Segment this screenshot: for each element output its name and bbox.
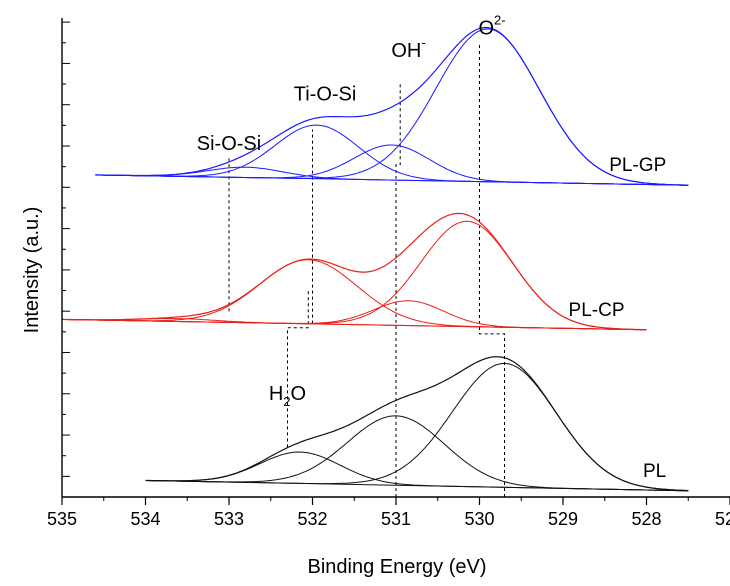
x-tick-label: 534 — [130, 509, 160, 529]
annotation-si-o-si: Si-O-Si — [197, 133, 261, 155]
chart-labels: Binding Energy (eV) Intensity (a.u.) Si-… — [21, 13, 506, 578]
annotation-ho: H2O — [269, 383, 306, 409]
fitted-peak-2 — [145, 415, 689, 492]
y-axis-label: Intensity (a.u.) — [21, 207, 43, 334]
envelope-line — [95, 26, 689, 186]
series-pl: PL — [145, 356, 689, 492]
series-pl-gp: PL-GP — [95, 26, 689, 186]
x-tick-label: 527 — [715, 509, 730, 529]
legend-label: PL — [643, 461, 666, 482]
x-tick-label: 533 — [214, 509, 244, 529]
x-tick-label: 528 — [631, 509, 661, 529]
spectra: PL-GP PL-CP PL — [61, 26, 689, 492]
annotation-o: O2- — [478, 13, 505, 40]
envelope-line — [145, 356, 689, 492]
peak-guide-line — [479, 42, 505, 497]
envelope-line — [61, 212, 647, 331]
legend-label: PL-CP — [569, 300, 625, 321]
fitted-peak-3 — [95, 144, 689, 186]
legend-label: PL-GP — [609, 155, 666, 176]
peak-guide-line — [287, 290, 309, 448]
annotation-oh: OH- — [391, 35, 425, 62]
annotation-ti-o-si: Ti-O-Si — [294, 84, 357, 106]
peak-guides — [228, 42, 505, 497]
x-tick-label: 532 — [297, 509, 327, 529]
fitted-peak-3 — [61, 300, 647, 331]
x-tick-label: 531 — [381, 509, 411, 529]
x-axis-label: Binding Energy (eV) — [308, 556, 487, 578]
series-pl-cp: PL-CP — [61, 212, 647, 331]
x-tick-label: 535 — [47, 509, 77, 529]
axes: 535 534 533 532 531 530 529 528 527 — [47, 18, 730, 529]
x-tick-label: 529 — [548, 509, 578, 529]
x-tick-label: 530 — [464, 509, 494, 529]
